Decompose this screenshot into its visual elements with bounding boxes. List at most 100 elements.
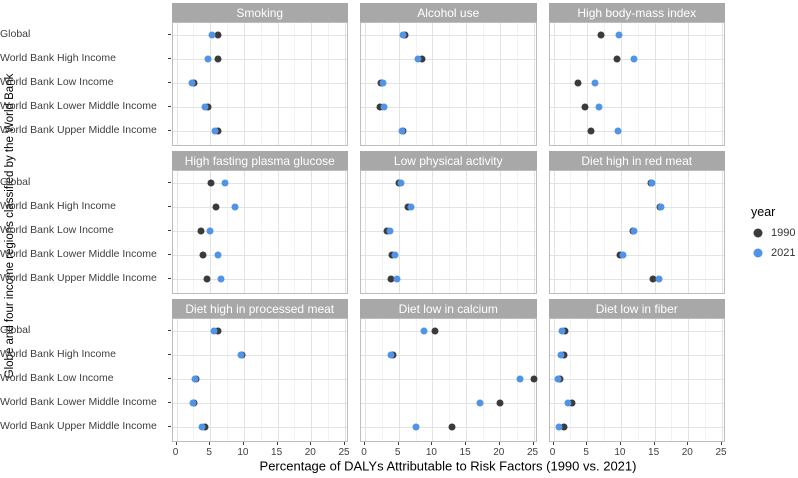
data-point-2021 bbox=[217, 275, 225, 283]
y-tick-mark bbox=[168, 426, 171, 427]
x-tick-label: 0 bbox=[549, 447, 556, 458]
data-point-2021 bbox=[595, 103, 603, 111]
data-point-1990 bbox=[376, 103, 384, 111]
data-point-1990 bbox=[431, 327, 439, 335]
y-tick-mark bbox=[168, 206, 171, 207]
x-axis-title: Percentage of DALYs Attributable to Risk… bbox=[259, 458, 637, 474]
gridline-vertical bbox=[345, 319, 346, 441]
x-tick-label: 15 bbox=[648, 447, 660, 458]
gridline-vertical bbox=[415, 23, 417, 145]
facet-panel bbox=[171, 22, 348, 146]
gridline-horizontal bbox=[549, 279, 724, 280]
x-tick-mark bbox=[431, 442, 433, 445]
x-tick-mark bbox=[465, 442, 467, 445]
gridline-vertical bbox=[499, 171, 501, 293]
gridline-vertical bbox=[516, 23, 518, 145]
gridline-vertical bbox=[432, 319, 434, 441]
gridline-horizontal bbox=[172, 231, 347, 232]
data-point-1990 bbox=[212, 203, 220, 211]
gridline-vertical bbox=[294, 319, 296, 441]
x-tick-label: 15 bbox=[459, 447, 471, 458]
gridline-vertical bbox=[398, 171, 400, 293]
x-tick-mark bbox=[276, 442, 278, 445]
gridline-vertical bbox=[365, 319, 366, 441]
data-point-2021 bbox=[630, 227, 638, 235]
gridline-vertical bbox=[604, 319, 606, 441]
data-point-2021 bbox=[211, 127, 219, 135]
x-tick-label: 20 bbox=[493, 447, 505, 458]
x-tick-label: 25 bbox=[715, 447, 727, 458]
gridline-vertical bbox=[553, 319, 555, 441]
gridline-vertical bbox=[499, 23, 501, 145]
gridline-horizontal bbox=[172, 279, 347, 280]
gridline-vertical bbox=[587, 23, 589, 145]
x-tick-mark bbox=[619, 442, 621, 445]
gridline-horizontal bbox=[361, 59, 536, 60]
data-point-2021 bbox=[476, 399, 484, 407]
gridline-horizontal bbox=[549, 131, 724, 132]
gridline-vertical bbox=[227, 171, 229, 293]
gridline-vertical bbox=[415, 319, 417, 441]
data-point-1990 bbox=[530, 375, 537, 383]
data-point-1990 bbox=[574, 79, 582, 87]
category-label: World Bank High Income bbox=[0, 200, 116, 212]
gridline-vertical bbox=[227, 23, 229, 145]
gridline-vertical bbox=[466, 171, 468, 293]
gridline-vertical bbox=[654, 319, 656, 441]
data-point-2021 bbox=[380, 103, 388, 111]
gridline-vertical bbox=[243, 23, 245, 145]
x-tick-mark bbox=[209, 442, 211, 445]
data-point-2021 bbox=[399, 31, 407, 39]
gridline-vertical bbox=[620, 171, 622, 293]
gridline-vertical bbox=[516, 171, 518, 293]
data-point-2021 bbox=[412, 423, 420, 431]
x-tick-mark bbox=[653, 442, 655, 445]
gridline-horizontal bbox=[172, 331, 347, 332]
gridline-vertical bbox=[176, 319, 178, 441]
data-point-1990 bbox=[207, 179, 215, 187]
category-label: World Bank Low Income bbox=[0, 224, 114, 236]
gridline-vertical bbox=[311, 171, 313, 293]
x-tick-label: 5 bbox=[394, 447, 401, 458]
x-tick-label: 5 bbox=[206, 447, 212, 458]
data-point-2021 bbox=[557, 351, 565, 359]
gridline-vertical bbox=[381, 319, 383, 441]
gridline-horizontal bbox=[172, 183, 347, 184]
gridline-vertical bbox=[688, 23, 690, 145]
gridline-vertical bbox=[705, 23, 707, 145]
gridline-vertical bbox=[688, 319, 690, 441]
facet-title: Diet high in processed meat bbox=[171, 299, 348, 318]
data-point-2021 bbox=[615, 31, 623, 39]
gridline-vertical bbox=[671, 23, 673, 145]
x-tick-label: 10 bbox=[237, 447, 249, 458]
gridline-vertical bbox=[553, 171, 555, 293]
gridline-vertical bbox=[449, 171, 451, 293]
gridline-horizontal bbox=[549, 183, 724, 184]
data-point-2021 bbox=[657, 203, 665, 211]
category-label: Global bbox=[0, 28, 31, 40]
gridline-vertical bbox=[688, 171, 690, 293]
legend-title: year bbox=[751, 205, 776, 219]
facet-panel bbox=[171, 170, 348, 294]
category-label: World Bank Lower Middle Income bbox=[0, 248, 157, 260]
y-tick-mark bbox=[168, 402, 171, 403]
data-point-1990 bbox=[581, 103, 588, 111]
gridline-horizontal bbox=[172, 131, 347, 132]
gridline-vertical bbox=[482, 171, 484, 293]
x-tick-mark bbox=[397, 442, 399, 445]
x-tick-mark bbox=[310, 442, 312, 445]
gridline-vertical bbox=[381, 171, 383, 293]
gridline-vertical bbox=[553, 23, 555, 145]
gridline-vertical bbox=[722, 23, 723, 145]
data-point-2021 bbox=[191, 375, 199, 383]
gridline-horizontal bbox=[549, 331, 724, 332]
gridline-vertical bbox=[365, 23, 366, 145]
gridline-horizontal bbox=[549, 207, 724, 208]
gridline-vertical bbox=[671, 319, 673, 441]
gridline-vertical bbox=[466, 319, 468, 441]
gridline-vertical bbox=[604, 23, 606, 145]
gridline-vertical bbox=[243, 171, 245, 293]
x-tick-label: 0 bbox=[361, 447, 367, 458]
legend-key-1990 bbox=[753, 228, 763, 238]
data-point-1990 bbox=[203, 275, 211, 283]
